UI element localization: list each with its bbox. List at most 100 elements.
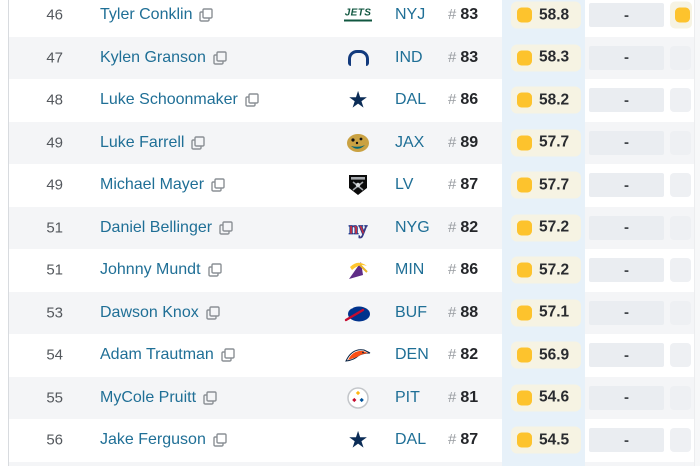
table-row: 55 MyCole Pruitt PIT # 81 54.6 -: [9, 376, 694, 419]
player-name: Kylen Granson: [100, 48, 206, 66]
cutoff-column-cell: [670, 130, 691, 155]
jersey-hash: #: [448, 48, 457, 66]
grade-color-square: [675, 7, 690, 23]
rank-cell: 49: [46, 134, 63, 152]
player-name: Luke Schoonmaker: [100, 91, 238, 109]
cowboys-logo: ★: [347, 426, 369, 453]
jersey-number: # 82: [448, 346, 478, 364]
grade-cell: 57.2: [511, 256, 581, 284]
team-link[interactable]: MIN: [395, 261, 425, 279]
grade-cell: 57.7: [511, 129, 581, 157]
empty-stat-cell: -: [589, 3, 664, 28]
team-link[interactable]: DAL: [395, 91, 427, 109]
next-row-sliver: [9, 461, 694, 466]
grade-value: 57.2: [539, 261, 570, 279]
player-link[interactable]: Daniel Bellinger: [100, 219, 233, 237]
giants-logo: ny: [348, 217, 368, 238]
player-link[interactable]: Luke Schoonmaker: [100, 91, 259, 109]
grade-value: 57.7: [539, 133, 570, 151]
team-link[interactable]: BUF: [395, 303, 427, 321]
jersey-value: 86: [460, 91, 479, 109]
jersey-number: # 81: [448, 389, 478, 407]
rank-cell: 51: [46, 219, 63, 237]
grade-value: 58.8: [539, 6, 570, 24]
team-link[interactable]: DAL: [395, 431, 427, 449]
team-link[interactable]: PIT: [395, 388, 420, 406]
cutoff-column-cell: [670, 173, 691, 198]
empty-stat-cell: -: [589, 258, 664, 283]
table-row: 49 Luke Farrell JAX # 89 57.7 -: [9, 121, 694, 164]
external-link-icon: [203, 391, 217, 405]
player-link[interactable]: Kylen Granson: [100, 49, 227, 67]
team-link[interactable]: DEN: [395, 346, 429, 364]
jersey-hash: #: [448, 431, 457, 449]
external-link-icon: [191, 136, 206, 150]
cutoff-column-cell: [670, 385, 691, 410]
jersey-value: 87: [460, 431, 479, 449]
team-link[interactable]: JAX: [395, 133, 425, 151]
external-link-icon: [221, 348, 235, 362]
jersey-hash: #: [448, 388, 457, 406]
bills-logo: [335, 303, 381, 323]
grade-value: 56.9: [539, 346, 570, 364]
grade-value: 58.3: [539, 48, 570, 66]
player-name: Dawson Knox: [100, 303, 199, 321]
grade-value: 57.1: [539, 303, 570, 321]
grade-column-strip: [502, 461, 585, 466]
grade-color-square: [517, 220, 532, 236]
player-link[interactable]: Adam Trautman: [100, 346, 235, 364]
jersey-number: # 82: [448, 219, 478, 237]
grade-value: 54.6: [539, 388, 570, 406]
player-name: MyCole Pruitt: [100, 388, 197, 406]
cutoff-column-cell: [670, 258, 691, 283]
table-row: 56 Jake Ferguson ★ DAL # 87 54.5 -: [9, 419, 694, 462]
team-link[interactable]: NYJ: [395, 6, 426, 24]
table-row: 53 Dawson Knox BUF # 88 57.1 -: [9, 291, 694, 334]
player-link[interactable]: Luke Farrell: [100, 134, 206, 152]
jersey-hash: #: [448, 91, 457, 109]
raiders-logo: [335, 174, 381, 196]
player-name: Adam Trautman: [100, 346, 214, 364]
jaguars-logo: [335, 132, 381, 154]
external-link-icon: [245, 93, 259, 107]
team-link[interactable]: LV: [395, 176, 414, 194]
grade-cell: 54.5: [511, 426, 581, 454]
table-row: 49 Michael Mayer LV # 87 57.7 -: [9, 164, 694, 207]
empty-stat-cell: -: [589, 343, 664, 368]
jersey-number: # 86: [448, 261, 478, 279]
jersey-number: # 88: [448, 304, 478, 322]
cutoff-column-cell: [670, 300, 691, 325]
team-link[interactable]: NYG: [395, 218, 430, 236]
cutoff-column-cell: [670, 88, 691, 113]
broncos-logo: [335, 346, 381, 364]
player-link[interactable]: Jake Ferguson: [100, 431, 227, 449]
page-background-strip: [694, 0, 700, 466]
grade-cell: 57.1: [511, 299, 581, 327]
external-link-icon: [213, 51, 227, 65]
external-link-icon: [211, 178, 225, 192]
player-link[interactable]: MyCole Pruitt: [100, 389, 217, 407]
grade-value: 54.5: [539, 431, 570, 449]
player-link[interactable]: Johnny Mundt: [100, 261, 222, 279]
grade-cell: 58.3: [511, 44, 581, 72]
rank-cell: 54: [46, 346, 63, 364]
player-link[interactable]: Dawson Knox: [100, 304, 220, 322]
player-name: Johnny Mundt: [100, 261, 201, 279]
external-link-icon: [207, 263, 222, 277]
empty-stat-cell: -: [589, 385, 664, 410]
table-row: 46 Tyler Conklin JETS NYJ # 83 58.8 -: [9, 0, 694, 37]
jersey-number: # 83: [448, 49, 478, 67]
grade-cell: 57.7: [511, 171, 581, 199]
grade-cell: 54.6: [511, 384, 581, 412]
player-link[interactable]: Michael Mayer: [100, 176, 225, 194]
player-name: Jake Ferguson: [100, 431, 206, 449]
cutoff-column-cell: [670, 215, 691, 240]
grade-cell: 58.2: [511, 86, 581, 114]
colts-logo: [335, 49, 381, 66]
team-link[interactable]: IND: [395, 48, 423, 66]
empty-stat-cell: -: [589, 88, 664, 113]
player-link[interactable]: Tyler Conklin: [100, 6, 214, 24]
cutoff-column-cell: [670, 1, 692, 29]
empty-stat-cell: -: [589, 428, 664, 453]
rank-cell: 46: [46, 6, 63, 24]
